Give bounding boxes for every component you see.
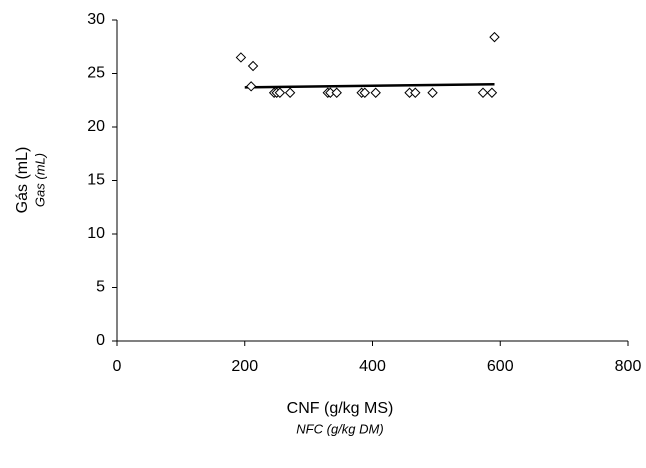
y-axis-label: Gás (mL): [14, 147, 31, 214]
x-tick-label: 200: [231, 358, 258, 375]
point: [331, 87, 342, 98]
point: [245, 81, 257, 92]
point: [427, 87, 438, 98]
y-tick-label: 15: [87, 172, 105, 189]
point: [486, 87, 498, 98]
y-tick-label: 20: [87, 118, 105, 135]
point: [489, 31, 500, 43]
point: [235, 52, 247, 63]
y-tick-label: 25: [87, 65, 105, 82]
x-tick-label: 400: [359, 358, 386, 375]
y-tick-label: 30: [87, 11, 105, 28]
x-tick-label: 0: [113, 358, 122, 375]
point: [284, 87, 296, 98]
trend-line: [244, 82, 495, 89]
point: [247, 60, 259, 72]
y-tick-label: 0: [96, 332, 105, 349]
point: [359, 87, 371, 98]
x-axis-label-en: NFC (g/kg DM): [296, 421, 383, 436]
point: [370, 87, 381, 98]
x-axis-label: CNF (g/kg MS): [287, 400, 394, 417]
point: [410, 87, 421, 98]
y-axis-label-en: Gas (mL): [32, 153, 47, 207]
point: [477, 87, 489, 98]
y-tick-label: 5: [96, 279, 105, 296]
y-tick-label: 10: [87, 225, 105, 242]
x-tick-label: 600: [487, 358, 514, 375]
point: [274, 87, 286, 98]
x-tick-label: 800: [615, 358, 642, 375]
